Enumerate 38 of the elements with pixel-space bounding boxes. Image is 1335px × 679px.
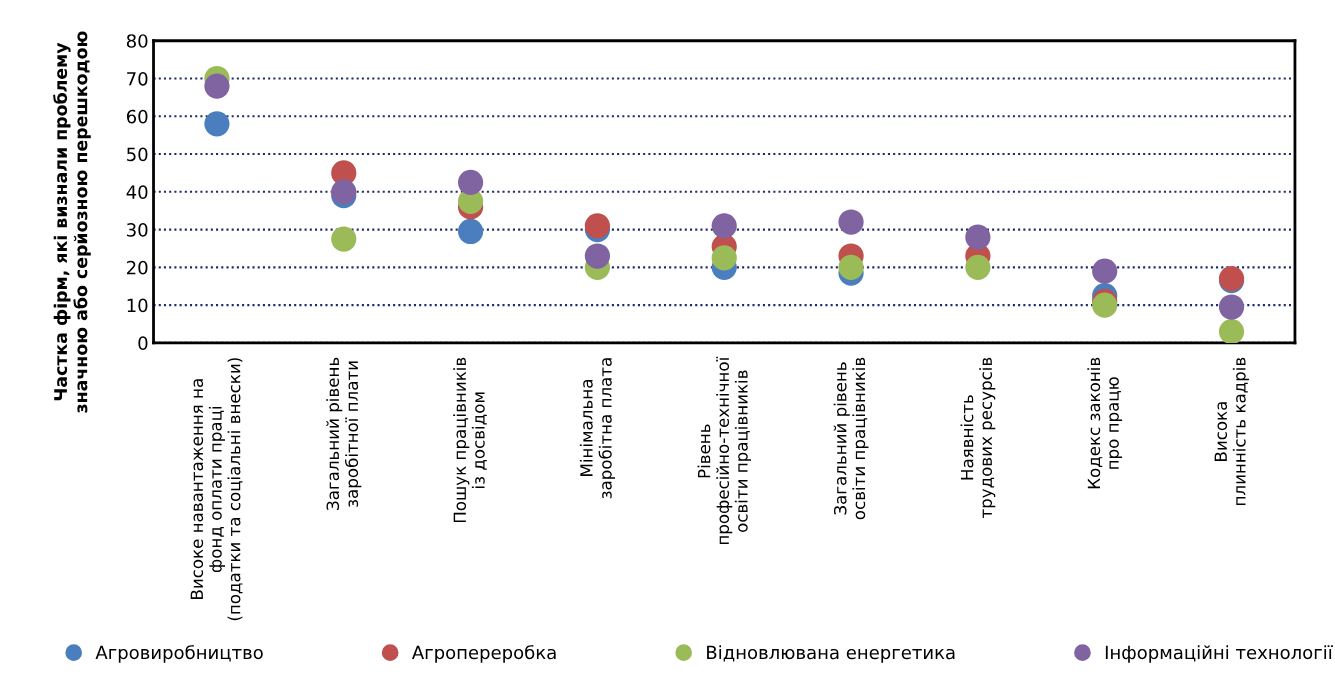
legend-label: Агровиробництво — [95, 644, 263, 663]
point — [204, 111, 230, 137]
x-tick-label: Рівень професійно-технічної освіти працівників — [697, 356, 751, 545]
point — [711, 213, 737, 239]
point — [1218, 318, 1245, 343]
x-tick-label: Пошук працівників із досвідом — [453, 357, 487, 523]
point — [965, 224, 991, 250]
point — [965, 254, 991, 280]
x-tick-label: Загальний рівень освіти працівників — [833, 357, 869, 520]
y-tick-label: 20 — [127, 260, 148, 275]
y-tick-label: 0 — [138, 336, 148, 351]
y-tick-label: 30 — [127, 223, 148, 237]
x-tick-label: Високе навантаження на фонд оплати праці (податки та соціальні внески) — [190, 358, 243, 621]
point — [204, 73, 230, 99]
y-tick-label: 10 — [127, 298, 148, 313]
point — [331, 226, 357, 252]
point — [457, 218, 484, 245]
x-tick-label: Мінімальна заробітна плата — [579, 358, 615, 499]
y-axis-title: Частка фірм, які визнали проблему значною або серйозною перешкодою — [53, 31, 91, 413]
point — [711, 245, 737, 271]
point — [1092, 258, 1118, 284]
x-tick-label: Наявність трудових ресурсів — [960, 357, 996, 519]
y-tick-label: 40 — [126, 185, 148, 199]
legend-label: Інформаційні технології — [1105, 645, 1333, 663]
legend-label: Відновлювана енергетика — [707, 645, 955, 663]
x-tick-label: Загальний рівень заробітної плати — [326, 357, 362, 510]
point — [838, 209, 864, 235]
legend-label: Агропереробка — [411, 644, 556, 663]
point — [838, 254, 864, 280]
point — [1218, 294, 1245, 320]
point — [457, 169, 484, 195]
x-tick-label: Висока плинність кадрів — [1214, 357, 1249, 505]
y-tick-label: 60 — [126, 109, 148, 124]
y-tick-label: 80 — [126, 34, 148, 48]
x-tick-label: Кодекс законів про працю — [1087, 357, 1123, 489]
y-tick-label: 50 — [127, 147, 148, 162]
point — [584, 243, 611, 269]
y-tick-label: 70 — [127, 71, 148, 86]
